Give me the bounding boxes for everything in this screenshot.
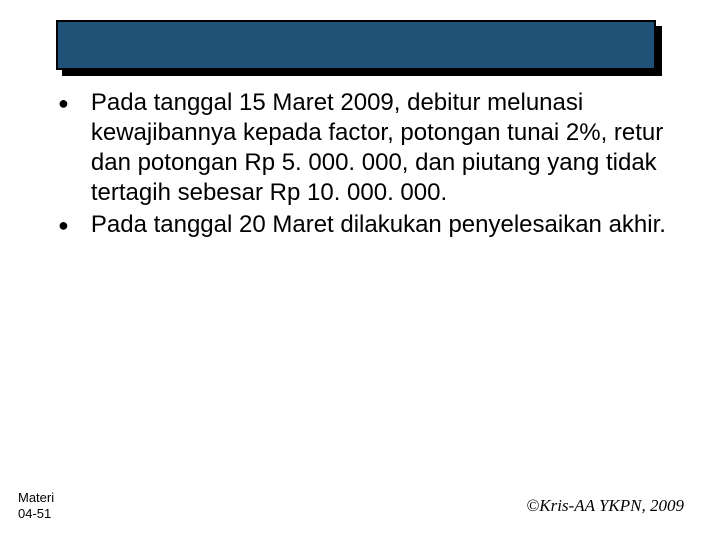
- title-bar: [56, 20, 656, 70]
- footer-page-number: 04-51: [18, 506, 54, 522]
- bullet-text: Pada tanggal 20 Maret dilakukan penyeles…: [91, 210, 666, 240]
- list-item: ● Pada tanggal 15 Maret 2009, debitur me…: [56, 88, 680, 208]
- bullet-icon: ●: [58, 210, 69, 240]
- footer-left: Materi 04-51: [18, 490, 54, 522]
- list-item: ● Pada tanggal 20 Maret dilakukan penyel…: [56, 210, 680, 240]
- slide: ● Pada tanggal 15 Maret 2009, debitur me…: [0, 0, 720, 540]
- bullet-icon: ●: [58, 88, 69, 118]
- footer-label: Materi: [18, 490, 54, 506]
- bullet-text: Pada tanggal 15 Maret 2009, debitur melu…: [91, 88, 680, 208]
- footer-copyright: ©Kris-AA YKPN, 2009: [526, 496, 684, 516]
- content-area: ● Pada tanggal 15 Maret 2009, debitur me…: [56, 88, 680, 242]
